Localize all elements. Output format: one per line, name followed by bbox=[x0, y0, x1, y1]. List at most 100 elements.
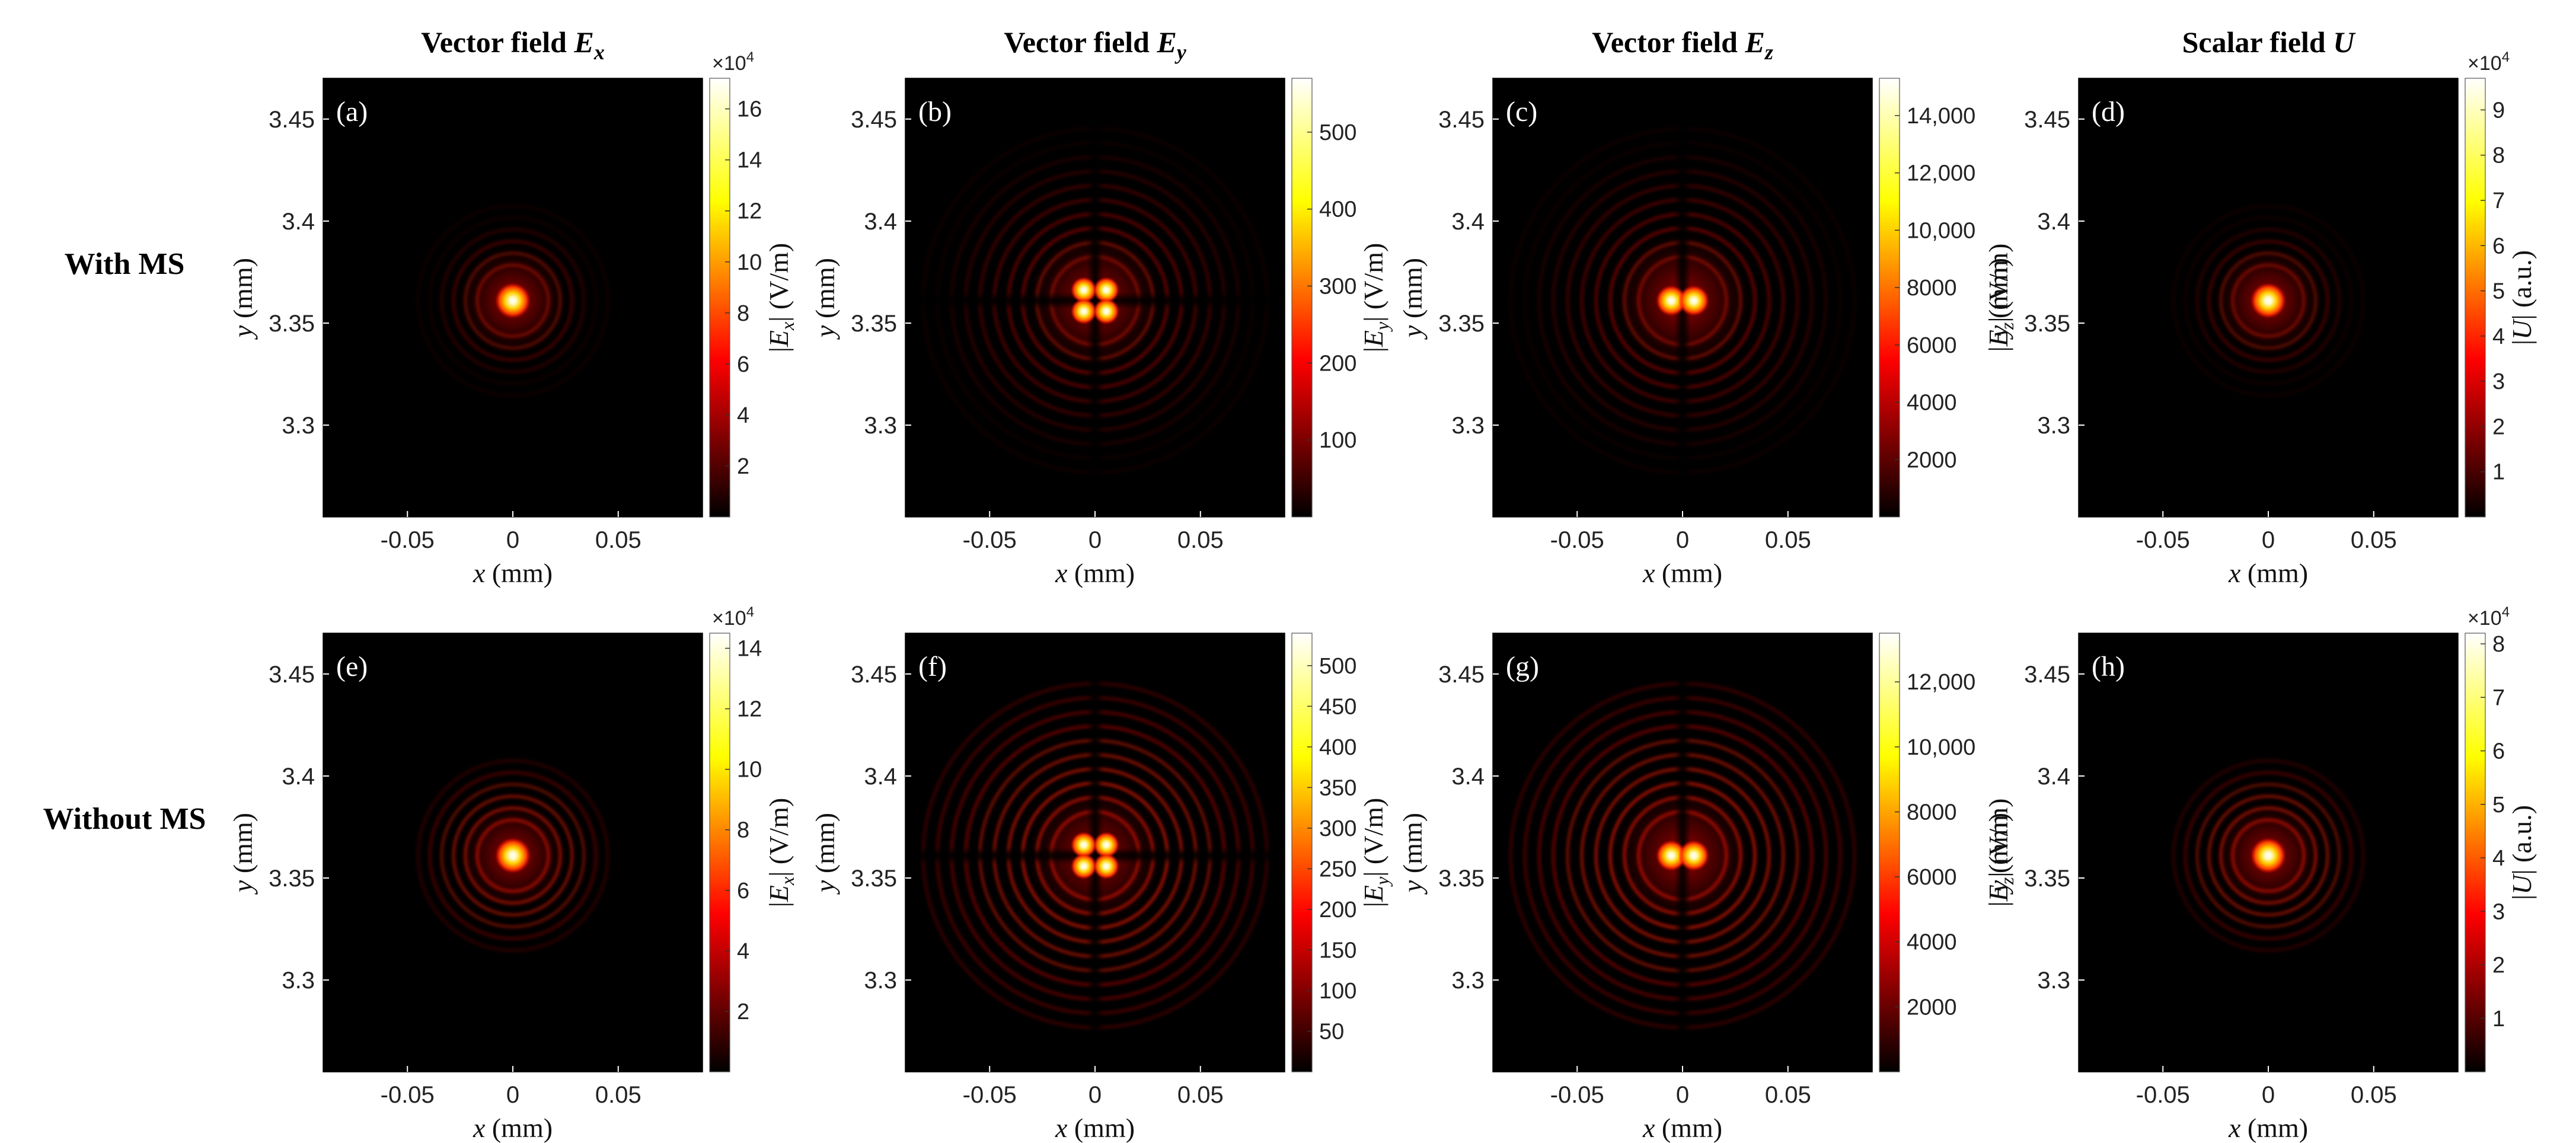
x-tick-label: 0.05 bbox=[1177, 527, 1224, 553]
panel-label: (h) bbox=[2092, 651, 2125, 682]
colorbar-tick-label: 3 bbox=[2492, 369, 2505, 394]
x-axis-label: x (mm) bbox=[473, 558, 553, 588]
colorbar-tick-label: 100 bbox=[1319, 979, 1356, 1004]
intensity-peak bbox=[1071, 298, 1097, 325]
colorbar-tick-label: 9 bbox=[2492, 98, 2505, 123]
fringe-ring bbox=[451, 794, 574, 917]
y-tick-label: 3.45 bbox=[2024, 662, 2070, 688]
panel-label: (a) bbox=[336, 96, 368, 127]
x-tick-label: 0 bbox=[1089, 527, 1102, 553]
colorbar: 1 2 3 4 5 6 7 8×104 |U| (a.u.) bbox=[2465, 604, 2537, 1072]
intensity-pattern bbox=[2171, 203, 2366, 398]
heatmap-panel: (h) -0.05 0 0.05 x (mm) 3.45 3.4 3.35 3.3 y (mm) 1… bbox=[1983, 604, 2537, 1143]
y-tick-label: 3.45 bbox=[1438, 662, 1485, 688]
y-axis-label: y (mm) bbox=[228, 258, 258, 340]
colorbar-tick-label: 4 bbox=[2492, 324, 2505, 349]
colorbar-tick-label: 10,000 bbox=[1907, 735, 1975, 760]
fringe-ring bbox=[2195, 782, 2342, 929]
colorbar-tick-label: 8 bbox=[737, 301, 749, 326]
intensity-peak bbox=[1071, 853, 1097, 880]
colorbar-tick-label: 7 bbox=[2492, 189, 2505, 213]
colorbar-tick-label: 5 bbox=[2492, 793, 2505, 818]
intensity-peak bbox=[1071, 277, 1097, 304]
intensity-peak bbox=[495, 283, 531, 319]
y-tick-label: 3.4 bbox=[1451, 764, 1485, 790]
x-tick-label: 0.05 bbox=[1765, 1082, 1811, 1108]
colorbar-scale bbox=[709, 633, 730, 1072]
heatmap-panel: (d) -0.05 0 0.05 x (mm) 3.45 3.4 3.35 3.3 y (mm) 1… bbox=[1983, 49, 2537, 588]
intensity-peak bbox=[1678, 285, 1709, 317]
y-axis-label: y (mm) bbox=[810, 813, 840, 895]
intensity-peak bbox=[2251, 838, 2286, 874]
heatmap-panel: (b) -0.05 0 0.05 x (mm) 3.45 3.4 3.35 3.3 y (mm) 1… bbox=[810, 78, 1393, 588]
x-tick-label: 0.05 bbox=[1177, 1082, 1224, 1108]
intensity-pattern bbox=[416, 203, 610, 398]
intensity-pattern bbox=[905, 633, 1285, 1072]
colorbar-multiplier: ×104 bbox=[712, 49, 754, 75]
colorbar-tick-label: 10,000 bbox=[1907, 218, 1975, 243]
intensity-peak bbox=[1678, 840, 1709, 871]
fringe-ring bbox=[427, 770, 598, 941]
colorbar-multiplier: ×104 bbox=[2468, 49, 2510, 75]
heatmap-panel: (g)-0.05 0 0.05x (mm)3.453.43.353.3y (mm)2… bbox=[1397, 633, 2018, 1143]
y-tick-label: 3.3 bbox=[282, 413, 315, 439]
colorbar-tick-label: 4000 bbox=[1907, 391, 1957, 416]
colorbar-tick-label: 12,000 bbox=[1907, 161, 1975, 186]
x-axis-label: x (mm) bbox=[1055, 558, 1135, 588]
colorbar-tick-label: 10 bbox=[737, 758, 762, 783]
x-tick-label: 0 bbox=[2262, 527, 2275, 553]
y-axis-label: y (mm) bbox=[228, 813, 258, 895]
y-tick-label: 3.4 bbox=[2037, 764, 2070, 790]
fringe-ring bbox=[439, 227, 586, 374]
panel-label: (g) bbox=[1506, 651, 1539, 682]
x-tick-label: -0.05 bbox=[963, 1082, 1017, 1108]
intensity-peak bbox=[2251, 283, 2286, 319]
colorbar-label: |Ez| (V/m) bbox=[1983, 799, 2018, 907]
colorbar-tick-label: 400 bbox=[1319, 735, 1356, 760]
colorbar-tick-label: 14 bbox=[737, 637, 762, 662]
y-tick-label: 3.3 bbox=[864, 968, 897, 994]
colorbar-tick-label: 200 bbox=[1319, 351, 1356, 376]
column-title: Vector field Ez bbox=[1592, 25, 1773, 64]
y-tick-label: 3.4 bbox=[864, 209, 897, 235]
colorbar-scale bbox=[1879, 78, 1900, 518]
intensity-pattern bbox=[1508, 78, 1857, 517]
y-axis-label: y (mm) bbox=[1983, 258, 2013, 340]
heatmap-panel: (f) -0.05 0 0.05 x (mm) 3.45 3.4 3.35 3.3 y (mm) 5… bbox=[810, 633, 1393, 1143]
colorbar-label: |Ey| (V/m) bbox=[1358, 243, 1393, 353]
colorbar-tick-label: 250 bbox=[1319, 857, 1356, 882]
intensity-peak bbox=[1656, 840, 1687, 871]
y-tick-label: 3.4 bbox=[282, 209, 315, 235]
colorbar-tick-label: 2 bbox=[737, 1000, 749, 1024]
intensity-peak bbox=[1093, 277, 1119, 304]
colorbar-multiplier: ×104 bbox=[2468, 604, 2510, 630]
intensity-peak bbox=[1093, 853, 1119, 880]
panel-label: (b) bbox=[918, 96, 952, 127]
y-tick-label: 3.35 bbox=[2024, 866, 2070, 892]
colorbar-tick-label: 450 bbox=[1319, 694, 1356, 719]
colorbar-tick-label: 12 bbox=[737, 697, 762, 722]
y-tick-label: 3.35 bbox=[851, 866, 897, 892]
intensity-peak bbox=[1656, 285, 1687, 317]
colorbar-scale bbox=[1291, 78, 1313, 518]
colorbar-tick-label: 300 bbox=[1319, 274, 1356, 299]
colorbar-tick-label: 12,000 bbox=[1907, 670, 1975, 695]
fringe-ring bbox=[2183, 770, 2354, 941]
colorbar-tick-label: 200 bbox=[1319, 898, 1356, 922]
column-title: Vector field Ey bbox=[1004, 25, 1187, 64]
colorbar-tick-label: 8000 bbox=[1907, 276, 1957, 301]
x-axis-label: x (mm) bbox=[1642, 558, 1722, 588]
x-tick-label: 0 bbox=[506, 1082, 519, 1108]
colorbar-tick-label: 4 bbox=[737, 403, 749, 428]
x-tick-label: 0.05 bbox=[595, 1082, 641, 1108]
colorbar-tick-label: 8 bbox=[737, 818, 749, 843]
colorbar-scale bbox=[1291, 633, 1313, 1072]
colorbar-multiplier: ×104 bbox=[712, 604, 754, 630]
y-tick-label: 3.4 bbox=[2037, 209, 2070, 235]
colorbar-tick-label: 8000 bbox=[1907, 800, 1957, 825]
y-tick-label: 3.45 bbox=[269, 107, 315, 133]
x-tick-label: 0 bbox=[506, 527, 519, 553]
x-tick-label: -0.05 bbox=[381, 527, 435, 553]
fringe-ring bbox=[416, 203, 610, 398]
fringe-ring bbox=[2183, 215, 2354, 386]
